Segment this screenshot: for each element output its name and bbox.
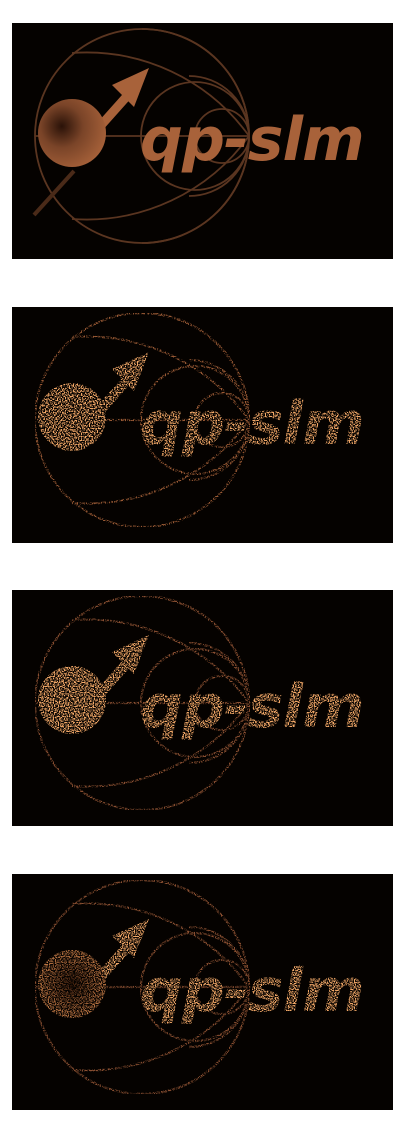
logo-text: qp-slm <box>140 956 364 1026</box>
logo-image: qp-slm <box>32 28 365 244</box>
logo-disc <box>38 666 106 734</box>
logo-disc <box>38 950 106 1018</box>
smith-chart-grid <box>33 311 251 529</box>
logo-disc <box>38 99 106 167</box>
logo-panel-reconstruction-2: qp-slm <box>12 590 393 826</box>
logo-text: qp-slm <box>140 389 364 459</box>
smith-chart-grid <box>33 878 251 1096</box>
logo-panel-reconstruction-1: qp-slm <box>12 307 393 543</box>
reconstruction-image: qp-slm <box>33 594 365 812</box>
logo-text: qp-slm <box>140 672 364 742</box>
logo-disc <box>38 383 106 451</box>
smith-chart-grid <box>34 28 250 244</box>
reconstruction-image: qp-slm <box>33 311 365 529</box>
smith-chart-grid <box>33 594 251 812</box>
reconstruction-image: qp-slm <box>33 878 365 1096</box>
logo-panel-reconstruction-3: qp-slm <box>12 874 393 1110</box>
logo-text: qp-slm <box>140 105 364 175</box>
logo-panel-target: qp-slm <box>12 23 393 259</box>
